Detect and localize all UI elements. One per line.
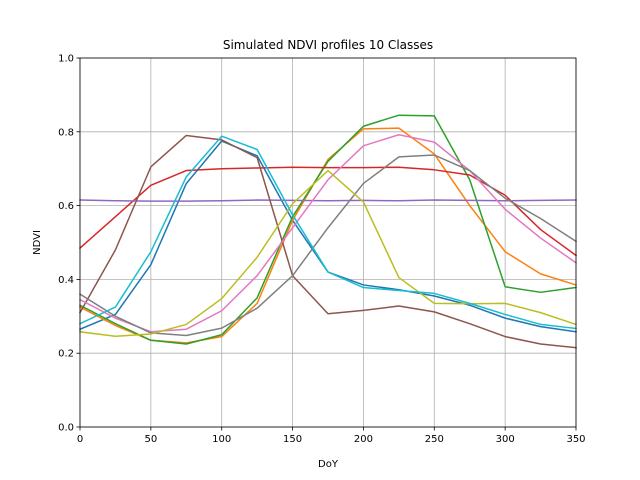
- y-tick-label: 0.8: [58, 127, 74, 138]
- plot-area-frame: [79, 57, 577, 428]
- series-line-9: [79, 169, 577, 337]
- x-tick-label: 300: [496, 434, 515, 445]
- series-line-10: [79, 135, 577, 330]
- x-tick-label: 150: [283, 434, 302, 445]
- series-line-5: [79, 199, 577, 202]
- x-axis-label: DoY: [318, 459, 339, 470]
- series-line-3: [78, 114, 577, 345]
- series-line-6: [78, 134, 577, 349]
- x-axis-ticks: 0 50 100 150 200 250 300 350: [77, 427, 586, 445]
- chart-title: Simulated NDVI profiles 10 Classes: [223, 38, 433, 52]
- x-tick-label: 0: [77, 434, 83, 445]
- y-tick-label: 0.0: [58, 423, 74, 434]
- y-axis-ticks: 0.0 0.2 0.4 0.6 0.8 1.0: [58, 54, 80, 434]
- x-tick-label: 250: [425, 434, 444, 445]
- x-tick-label: 100: [212, 434, 231, 445]
- series-line-8: [78, 154, 578, 337]
- y-tick-label: 1.0: [58, 54, 74, 65]
- x-tick-label: 350: [566, 434, 585, 445]
- y-tick-label: 0.2: [58, 349, 74, 360]
- y-tick-label: 0.4: [58, 275, 74, 286]
- y-axis-label: NDVI: [32, 230, 43, 255]
- x-tick-label: 200: [354, 434, 373, 445]
- x-tick-label: 50: [144, 434, 157, 445]
- series-lines: [78, 114, 578, 349]
- y-tick-label: 0.6: [58, 201, 74, 212]
